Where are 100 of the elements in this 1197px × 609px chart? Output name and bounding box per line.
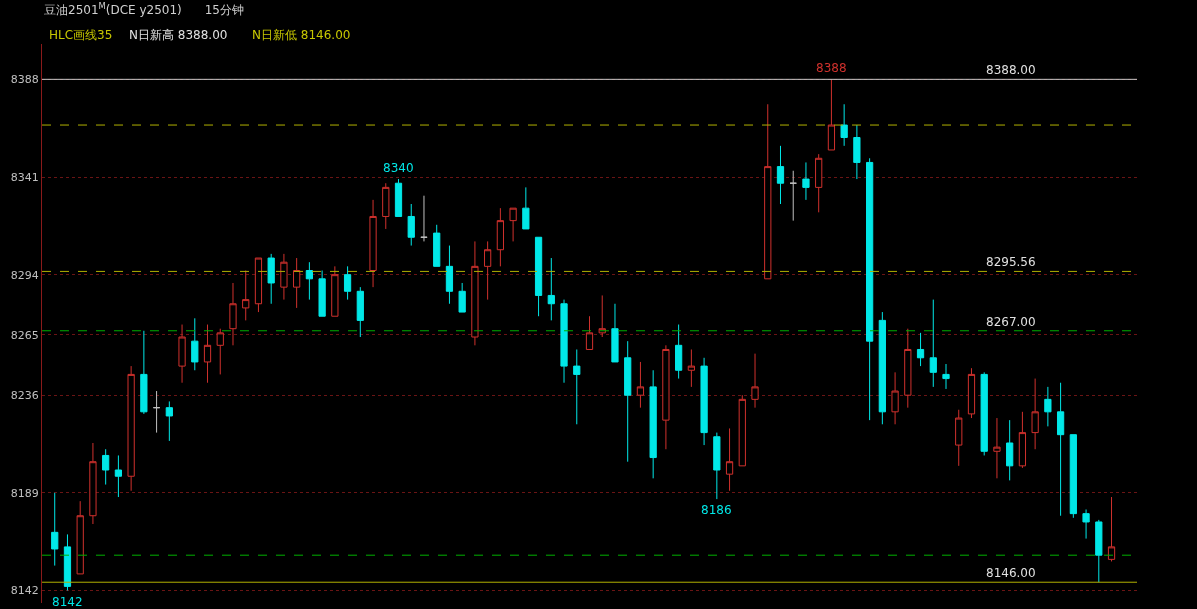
candlestick <box>866 157 874 421</box>
candlestick <box>445 245 454 305</box>
candlestick <box>1044 386 1052 427</box>
candlestick <box>522 186 530 230</box>
candlestick <box>356 286 364 338</box>
candlestick <box>420 195 428 242</box>
candlestick <box>203 324 212 384</box>
candlestick <box>725 427 734 492</box>
candlestick <box>713 432 721 500</box>
y-tick-label: 8236 <box>10 389 39 403</box>
candlestick <box>789 170 797 222</box>
candlestick <box>942 363 950 390</box>
candlestick <box>1006 419 1014 481</box>
candlestick <box>114 454 123 498</box>
candlestick <box>178 324 186 384</box>
annotation: 8186 <box>701 503 732 517</box>
candlestick <box>802 161 810 201</box>
candlestick <box>242 270 250 321</box>
candlestick <box>636 361 645 409</box>
annotation: 8142 <box>52 595 83 609</box>
ref-line-label: 8267.00 <box>986 315 1036 329</box>
candlestick <box>267 253 275 305</box>
candlestick <box>662 344 670 450</box>
candlestick <box>700 357 708 446</box>
candlestick <box>76 500 84 575</box>
y-tick-label: 8341 <box>10 170 39 184</box>
candlestick <box>929 299 937 388</box>
candlestick <box>547 257 555 321</box>
chart-title: 豆油2501$^{M}$(DCE y2501) 15分钟 <box>44 1 244 18</box>
y-tick-label: 8189 <box>10 486 39 500</box>
candlestick <box>280 253 288 301</box>
candlestick <box>51 492 59 567</box>
candlestick <box>1082 508 1090 540</box>
candlestick <box>140 330 148 415</box>
candlestick <box>305 261 313 301</box>
text: HLC画线35 <box>49 28 113 42</box>
candlestick <box>152 390 161 434</box>
candlestick <box>916 332 925 367</box>
candlestick <box>840 103 848 147</box>
candlestick <box>496 207 504 267</box>
candlestick <box>484 240 492 301</box>
candlestick <box>1107 496 1116 562</box>
candlestick <box>509 207 517 242</box>
candlestick <box>534 236 543 317</box>
candlestick <box>254 257 263 313</box>
candlestick <box>560 299 568 384</box>
candlestick <box>904 328 912 409</box>
candlestick <box>980 371 988 456</box>
candlestick <box>1095 519 1103 583</box>
candlestick <box>331 265 339 317</box>
candlestick <box>89 442 97 525</box>
candlestick <box>1031 378 1039 450</box>
candlestick <box>649 369 657 479</box>
y-tick-label: 8294 <box>10 268 39 282</box>
candlestick <box>598 294 606 338</box>
ref-line-label: 8388.00 <box>986 63 1036 77</box>
candlestick <box>191 317 199 371</box>
candlestick <box>738 394 746 467</box>
y-tick-label: 8142 <box>10 584 39 598</box>
candlestick <box>853 124 861 180</box>
candlestick <box>216 328 224 375</box>
candlestick <box>585 315 594 350</box>
candlestick <box>993 417 1001 479</box>
candlestick <box>165 400 173 442</box>
candlestick <box>1056 382 1065 517</box>
candlestick <box>764 103 772 280</box>
candlestick <box>1069 434 1077 519</box>
candlestick <box>63 533 72 592</box>
candlestick <box>815 153 823 213</box>
candlestick <box>891 371 899 425</box>
text: N日新低 8146.00 <box>252 28 351 42</box>
candlestick <box>955 409 963 467</box>
candlestick <box>229 282 237 346</box>
candlestick <box>611 303 619 363</box>
candlestick <box>1018 411 1027 469</box>
ref-line-label: 8146.00 <box>986 566 1036 580</box>
annotation: 8388 <box>816 61 847 75</box>
candlestick <box>318 270 326 317</box>
candlestick <box>433 224 441 267</box>
candlestick <box>573 348 581 425</box>
candlestick <box>102 448 110 486</box>
y-tick-label: 8388 <box>10 73 39 87</box>
candlestick <box>293 257 301 309</box>
candlestick <box>624 340 632 463</box>
y-tick-label: 8265 <box>10 328 39 342</box>
ref-line-label: 8295.56 <box>986 255 1036 269</box>
candlestick <box>369 199 377 288</box>
candlestick <box>458 282 466 313</box>
candlestick <box>394 178 403 217</box>
candlestick <box>407 203 415 247</box>
annotation: 8340 <box>383 161 414 175</box>
candlestick <box>675 324 683 380</box>
candlestick <box>967 367 976 419</box>
candlestick <box>878 311 886 425</box>
candlestick <box>687 348 695 388</box>
candlestick <box>827 78 836 151</box>
candlestick <box>751 353 759 409</box>
candlestick <box>382 182 390 230</box>
candlestick <box>471 240 479 346</box>
candlestick <box>127 365 135 492</box>
